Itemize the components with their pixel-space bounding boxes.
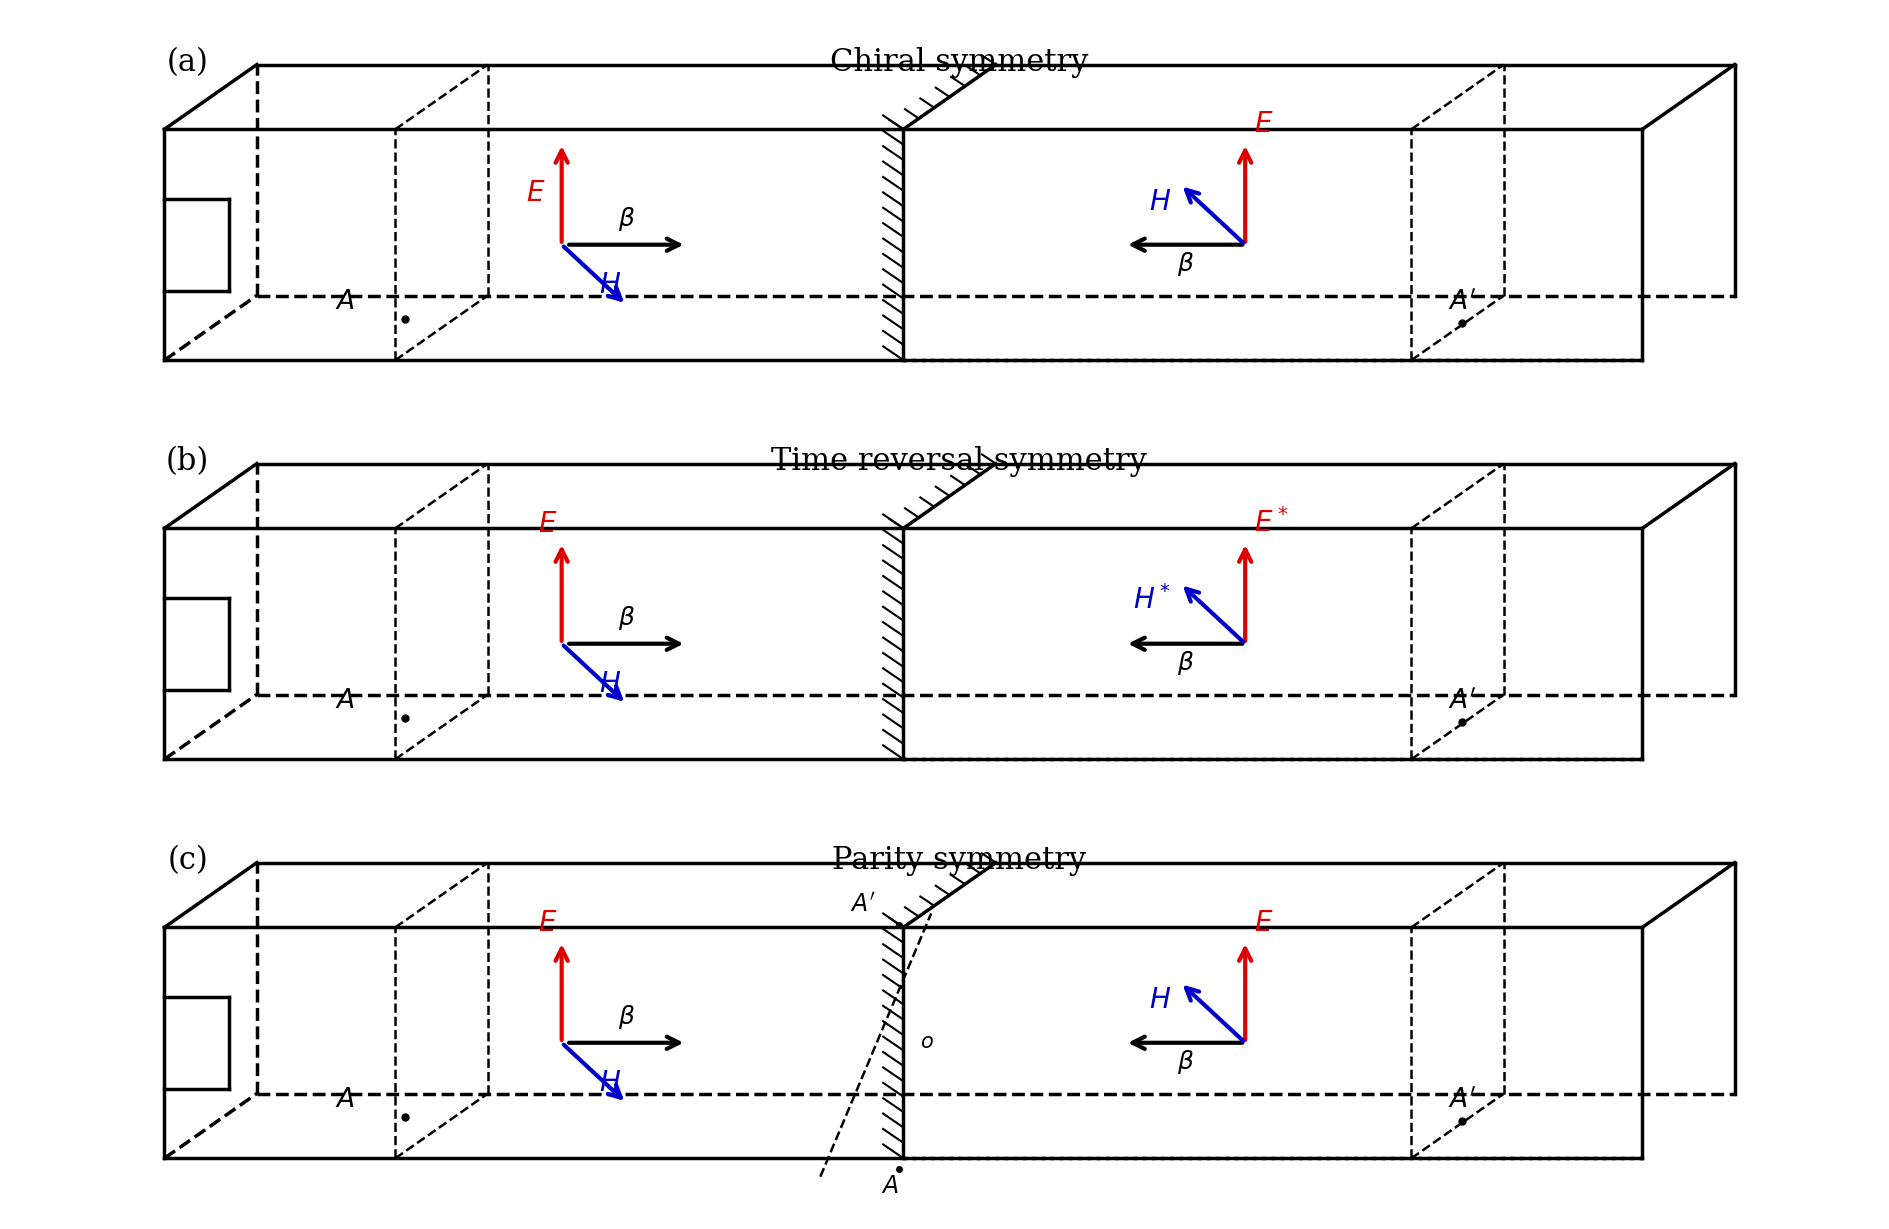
Text: $\beta$: $\beta$: [1177, 249, 1194, 278]
Text: $A$: $A$: [334, 1088, 355, 1112]
Text: $E$: $E$: [1254, 112, 1273, 139]
Text: $o$: $o$: [920, 1034, 933, 1052]
Text: $\beta$: $\beta$: [1177, 649, 1194, 677]
Text: $H$: $H$: [1149, 189, 1171, 216]
Text: $E$: $E$: [536, 510, 557, 537]
Text: (c): (c): [166, 846, 208, 876]
Text: $H$: $H$: [1149, 987, 1171, 1014]
Text: $H^*$: $H^*$: [1133, 585, 1171, 614]
Text: $A$: $A$: [880, 1175, 899, 1198]
Text: $\beta$: $\beta$: [618, 605, 635, 632]
Text: $A'$: $A'$: [850, 892, 875, 917]
Text: $A'$: $A'$: [1447, 289, 1475, 315]
Text: Time reversal symmetry: Time reversal symmetry: [771, 446, 1147, 477]
Text: $A'$: $A'$: [1447, 1086, 1475, 1112]
Text: $E$: $E$: [525, 181, 544, 208]
Text: $H$: $H$: [599, 671, 620, 698]
Text: (a): (a): [166, 47, 208, 79]
Text: $E$: $E$: [1254, 909, 1273, 936]
Text: $\beta$: $\beta$: [618, 205, 635, 234]
Text: $E$: $E$: [536, 909, 557, 936]
Text: $A$: $A$: [334, 289, 355, 315]
Text: $\beta$: $\beta$: [618, 1003, 635, 1031]
Text: $H$: $H$: [599, 1070, 620, 1097]
Text: $H$: $H$: [599, 272, 620, 299]
Text: (b): (b): [166, 446, 210, 477]
Text: $\beta$: $\beta$: [1177, 1047, 1194, 1075]
Text: $A'$: $A'$: [1447, 687, 1475, 713]
Text: $A$: $A$: [334, 688, 355, 713]
Text: Chiral symmetry: Chiral symmetry: [829, 47, 1088, 79]
Text: Parity symmetry: Parity symmetry: [831, 846, 1086, 876]
Text: $E^*$: $E^*$: [1254, 508, 1288, 537]
